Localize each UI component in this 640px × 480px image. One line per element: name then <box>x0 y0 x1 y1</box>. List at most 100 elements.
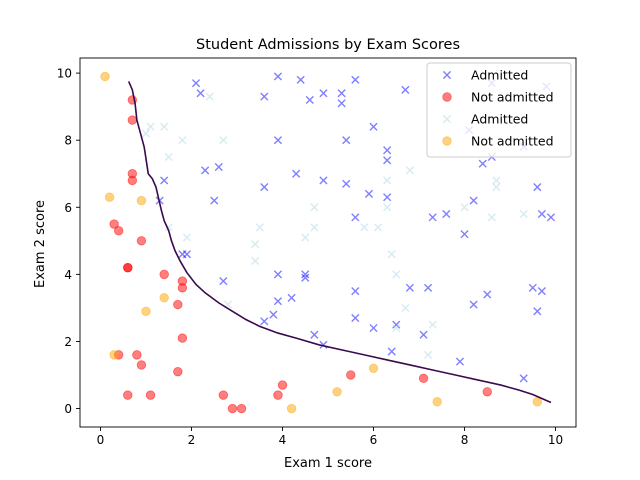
data-point-x <box>301 233 310 242</box>
data-point-x <box>319 89 328 98</box>
data-point-x <box>351 313 360 323</box>
data-point-x <box>305 95 314 105</box>
data-point-o <box>218 390 229 400</box>
data-point-x <box>210 196 219 205</box>
data-point-x <box>383 193 392 202</box>
data-point-x <box>351 75 360 84</box>
data-point-x <box>273 297 283 306</box>
data-point-x <box>301 273 310 282</box>
data-point-x <box>219 136 228 145</box>
legend-marker-o <box>442 136 452 146</box>
legend-marker-o <box>442 92 452 102</box>
data-point-x <box>537 209 546 219</box>
data-point-x <box>292 169 301 178</box>
data-point-x <box>383 176 392 185</box>
x-tick-label: 10 <box>548 433 563 447</box>
data-point-x <box>460 203 469 212</box>
legend-label: Not admitted <box>471 134 554 149</box>
data-point-o <box>418 373 429 384</box>
data-point-o <box>136 195 147 206</box>
y-tick-label: 10 <box>57 67 72 81</box>
legend-label: Admitted <box>471 68 528 83</box>
data-point-x <box>205 92 214 101</box>
y-tick-label: 0 <box>64 402 72 416</box>
data-point-x <box>455 357 465 366</box>
axes-frame <box>79 57 577 428</box>
data-point-x <box>214 162 223 172</box>
data-point-x <box>383 146 392 155</box>
data-point-o <box>277 380 288 390</box>
data-point-x <box>342 179 351 188</box>
chart-title: Student Admissions by Exam Scores <box>196 37 460 53</box>
data-point-o <box>332 387 342 397</box>
data-point-x <box>337 89 346 98</box>
data-point-x <box>182 233 192 242</box>
data-point-x <box>460 230 469 239</box>
data-point-o <box>104 192 115 202</box>
data-point-x <box>401 85 410 94</box>
series-4 <box>100 71 543 414</box>
data-point-x <box>469 300 478 309</box>
data-point-x <box>182 250 192 259</box>
data-point-o <box>273 390 283 400</box>
data-point-x <box>273 72 283 81</box>
data-point-x <box>360 223 369 232</box>
data-point-x <box>219 276 228 286</box>
data-point-x <box>537 287 546 296</box>
data-point-x <box>351 287 360 296</box>
data-point-x <box>160 122 169 131</box>
data-point-x <box>201 166 210 175</box>
data-point-x <box>310 330 319 339</box>
data-point-x <box>405 166 415 175</box>
data-point-x <box>428 213 437 222</box>
data-point-x <box>319 340 328 349</box>
data-point-o <box>368 363 379 373</box>
data-point-x <box>273 136 283 145</box>
data-point-x <box>401 303 410 313</box>
legend: Admitted Not admitted Admitted Not admitted <box>426 62 572 158</box>
x-tick-label: 8 <box>461 433 469 447</box>
legend-label: Not admitted <box>471 90 554 105</box>
x-tick-label: 6 <box>370 433 378 447</box>
data-point-o <box>236 403 247 414</box>
data-point-x <box>364 189 374 198</box>
data-point-o <box>132 350 142 360</box>
data-point-o <box>127 175 138 186</box>
data-point-x <box>392 270 401 279</box>
data-point-o <box>100 71 110 82</box>
data-point-x <box>260 92 269 101</box>
data-point-x <box>146 122 155 131</box>
data-point-o <box>159 293 169 303</box>
data-point-x <box>273 270 283 279</box>
data-point-x <box>428 320 437 329</box>
data-point-o <box>482 387 492 397</box>
legend-marker-x <box>442 114 452 124</box>
x-axis-ticks: 0 2 4 6 8 10 <box>97 427 563 447</box>
data-point-x <box>528 283 537 292</box>
data-point-x <box>383 203 392 212</box>
data-point-x <box>310 203 319 212</box>
data-point-x <box>296 75 305 84</box>
decision-boundary-line <box>127 81 552 404</box>
y-axis-label: Exam 2 score <box>33 200 48 288</box>
data-point-o <box>159 269 169 280</box>
data-point-x <box>392 323 401 333</box>
data-point-x <box>191 79 201 88</box>
data-point-x <box>392 320 401 329</box>
data-point-o <box>227 403 238 414</box>
data-point-x <box>387 347 396 356</box>
data-point-x <box>405 283 415 292</box>
x-tick-label: 0 <box>97 433 105 447</box>
data-point-o <box>145 390 156 400</box>
data-point-x <box>260 317 269 326</box>
data-point-o <box>177 283 188 293</box>
data-point-o <box>173 299 183 310</box>
data-point-x <box>424 350 433 359</box>
y-axis-ticks: 0 2 4 6 8 10 <box>57 67 80 416</box>
data-point-o <box>141 306 151 316</box>
data-point-o <box>123 262 133 273</box>
data-point-o <box>127 115 138 125</box>
data-point-x <box>492 176 501 185</box>
data-point-x <box>419 330 428 339</box>
data-point-x <box>164 152 173 162</box>
